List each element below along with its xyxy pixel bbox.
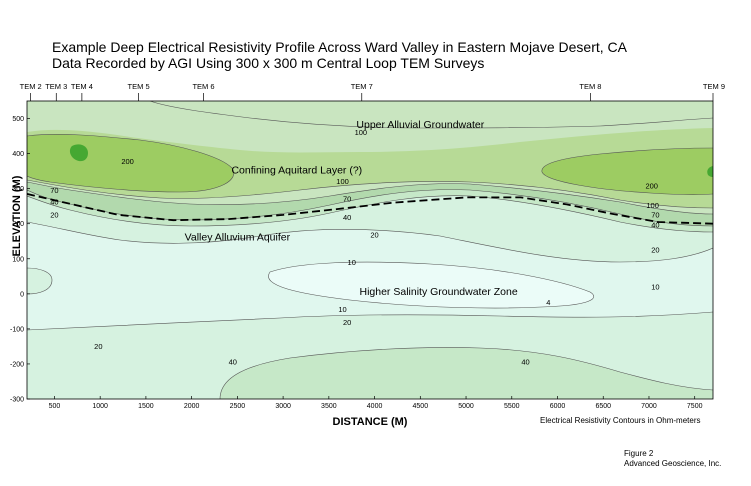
- contour-label: 10: [348, 258, 356, 267]
- contour-label: 20: [94, 342, 102, 351]
- contour-label: 20: [343, 318, 351, 327]
- x-tick-label: 6000: [550, 403, 566, 410]
- tem-stations: TEM 2 TEM 3 TEM 4 TEM 5 TEM 6 TEM 7 TEM 8 TEM 9: [20, 82, 725, 101]
- contour-label: 70: [343, 195, 351, 204]
- contour-label: 70: [651, 210, 659, 219]
- station-label: TEM 9: [703, 82, 725, 91]
- x-tick-label: 2000: [184, 403, 200, 410]
- contour-line-100-upper: [149, 101, 713, 129]
- zone-label: Upper Alluvial Groundwater: [356, 119, 484, 131]
- x-tick-label: 5500: [504, 403, 520, 410]
- station-label: TEM 8: [579, 82, 601, 91]
- fill-peak-east: [707, 166, 713, 177]
- zone-labels: Upper Alluvial Groundwater Confining Aqui…: [185, 119, 518, 298]
- y-tick-label: 200: [12, 221, 24, 228]
- contour-line-200-west: [27, 134, 234, 193]
- contour-label: 40: [651, 221, 659, 230]
- y-tick-label: -100: [10, 326, 24, 333]
- zone-label: Valley Alluvium Aquifer: [185, 232, 291, 244]
- contour-line-200-east: [541, 147, 713, 195]
- contour-line-4: [268, 261, 595, 309]
- x-tick-label: 7000: [641, 403, 657, 410]
- fill-lt4: [268, 262, 594, 308]
- x-axis-label: DISTANCE (M): [333, 416, 408, 428]
- x-tick-label: 4500: [413, 403, 429, 410]
- x-tick-label: 6500: [595, 403, 611, 410]
- y-tick-label: -200: [10, 361, 24, 368]
- contour-label: 20: [50, 210, 58, 219]
- contour-line-10-deep: [27, 311, 713, 331]
- x-tick-label: 3000: [275, 403, 291, 410]
- x-tick-label: 4000: [367, 403, 383, 410]
- fill-left-lobe: [27, 268, 52, 294]
- contour-label: 200: [121, 157, 134, 166]
- contour-line-70: [27, 181, 713, 215]
- station-label: TEM 4: [71, 82, 93, 91]
- contour-label: 20: [651, 246, 659, 255]
- zone-label: Confining Aquitard Layer (?): [231, 164, 362, 176]
- y-tick-label: -300: [10, 397, 24, 404]
- contour-label: 20: [370, 230, 378, 239]
- fill-upper-groundwater: [150, 101, 713, 128]
- chart-title-line-1: Example Deep Electrical Resistivity Prof…: [52, 39, 627, 55]
- station-label: TEM 2: [20, 82, 42, 91]
- company-label: Advanced Geoscience, Inc.: [624, 459, 722, 468]
- aquitard-base-line: [27, 193, 713, 225]
- contour-line-left-lobe: [27, 267, 53, 295]
- x-tick-label: 5000: [458, 403, 474, 410]
- axis-ticks: 500 1000 1500 2000 2500 3000 3500 4000 4500 5000 5…: [10, 116, 703, 410]
- contour-lines: [27, 101, 713, 399]
- y-tick-label: 500: [12, 116, 24, 123]
- station-label: TEM 5: [128, 82, 150, 91]
- contour-line-20: [27, 195, 713, 233]
- contour-label: 40: [343, 213, 351, 222]
- contour-label: 200: [645, 181, 658, 190]
- plot-frame: [26, 100, 714, 400]
- x-tick-label: 7500: [687, 403, 703, 410]
- contour-line-10: [27, 221, 713, 263]
- y-axis-label: ELEVATION (M): [11, 175, 23, 256]
- contour-label: 100: [646, 201, 659, 210]
- contour-label: 70: [50, 186, 58, 195]
- fill-deep-20-40: [220, 347, 713, 399]
- contour-label: 40: [50, 197, 58, 206]
- x-tick-label: 1500: [138, 403, 154, 410]
- contour-label: 10: [338, 305, 346, 314]
- y-tick-label: 0: [20, 291, 24, 298]
- x-tick-label: 3500: [321, 403, 337, 410]
- contour-line-100-lower: [27, 179, 713, 209]
- contour-label: 100: [355, 128, 368, 137]
- contour-line-40-deep: [219, 347, 713, 399]
- station-label: TEM 6: [192, 82, 214, 91]
- zone-label: Higher Salinity Groundwater Zone: [360, 286, 518, 298]
- figure-label: Figure 2: [624, 449, 654, 458]
- station-label: TEM 7: [351, 82, 373, 91]
- y-tick-label: 400: [12, 151, 24, 158]
- contour-label: 10: [651, 282, 659, 291]
- station-label: TEM 3: [45, 82, 67, 91]
- fill-gt200-east: [541, 148, 713, 195]
- contour-label: 100: [336, 177, 349, 186]
- contour-label: 4: [546, 298, 550, 307]
- contour-label: 40: [229, 358, 237, 367]
- x-tick-label: 500: [49, 403, 61, 410]
- x-tick-label: 1000: [92, 403, 108, 410]
- chart-title-line-2: Data Recorded by AGI Using 300 x 300 m C…: [52, 55, 485, 71]
- y-tick-label: 300: [12, 186, 24, 193]
- legend-note: Electrical Resistivity Contours in Ohm-m…: [540, 416, 701, 425]
- y-tick-label: 100: [12, 256, 24, 263]
- x-tick-label: 2500: [230, 403, 246, 410]
- contour-label: 40: [521, 358, 529, 367]
- contour-fills: [27, 101, 713, 399]
- fill-peak-west: [69, 144, 88, 162]
